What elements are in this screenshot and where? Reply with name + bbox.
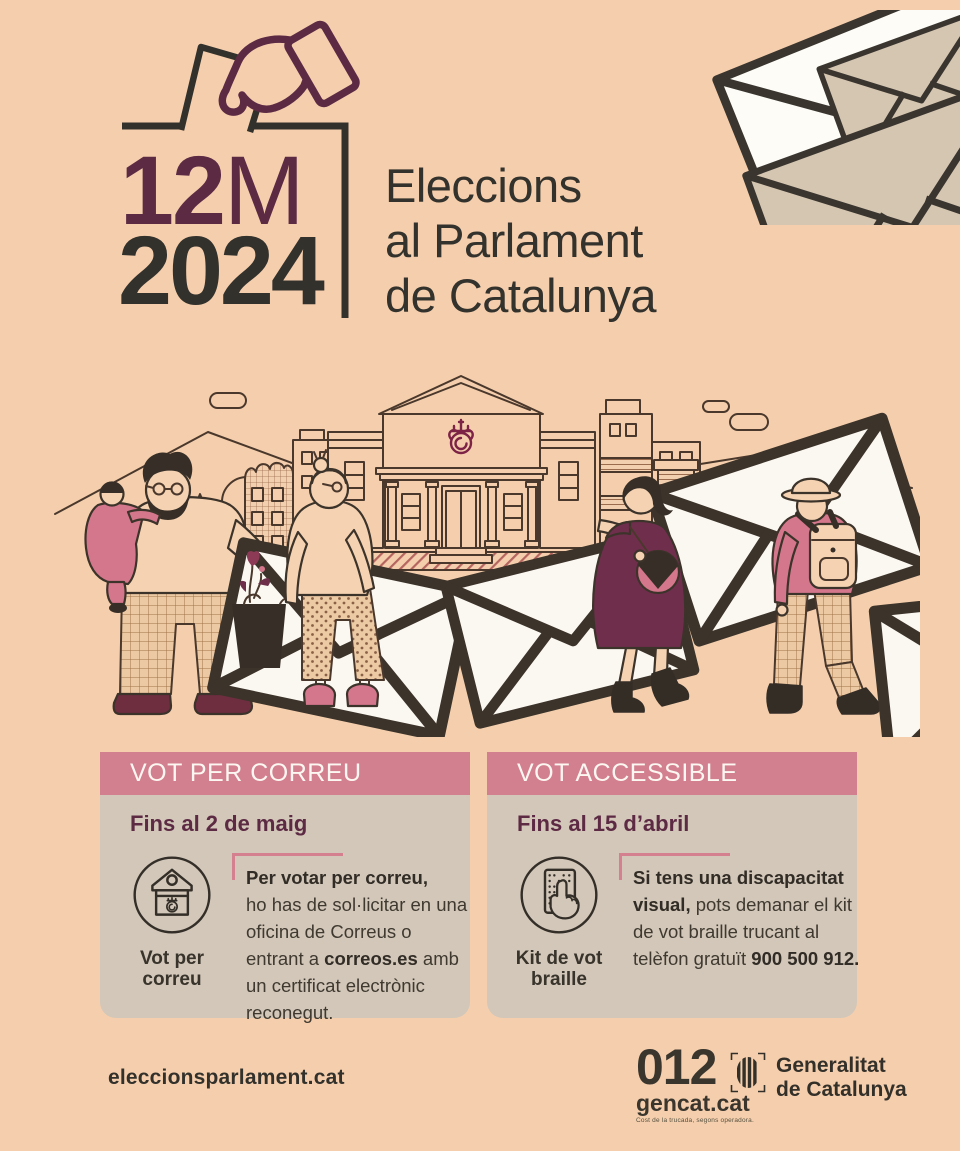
date-suffix: M [223, 136, 305, 245]
body-text: ho has de sol·licitar en una oficina de … [246, 894, 468, 969]
man-hat-backpack [766, 477, 920, 737]
generalitat-senyera-emblem [730, 1052, 766, 1093]
card-text: Si tens una discapacitat visual, pots de… [619, 853, 861, 972]
card-header-label: VOT ACCESSIBLE [517, 759, 738, 787]
generalitat-name: Generalitat de Catalunya [776, 1052, 907, 1102]
card-vote-by-mail: VOT PER CORREU Fins al 2 de maig [100, 752, 470, 1023]
card-header: VOT PER CORREU [100, 752, 470, 795]
correos-emblem [448, 418, 474, 455]
generalitat-logo: Generalitat de Catalunya [730, 1052, 907, 1102]
phone-disclaimer: Cost de la trucada, segons operadora. [636, 1117, 754, 1124]
braille-kit-hand-icon [520, 856, 598, 934]
phone-number: 012 [636, 1039, 717, 1095]
card-accessible-vote: VOT ACCESSIBLE Fins al 15 d’abril [487, 752, 859, 1018]
body-text-bold: correos.es [324, 948, 418, 969]
title-line: al Parlament [385, 214, 643, 267]
title-line: de Catalunya [385, 269, 656, 322]
card-body: Fins al 15 d’abril [487, 795, 859, 1018]
gov-line: Generalitat [776, 1054, 886, 1077]
body-text-bold: Si tens una discapacitat visual, [633, 867, 844, 915]
card-header: VOT ACCESSIBLE [487, 752, 857, 795]
title-line: Eleccions [385, 159, 582, 212]
deadline-text: Fins al 15 d’abril [517, 811, 690, 836]
columns [384, 481, 540, 548]
card-text: Per votar per correu, ho has de sol·licit… [232, 853, 474, 1026]
baby [84, 501, 146, 586]
body-text-bold: 900 500 912. [751, 948, 860, 969]
elderly-woman [232, 449, 695, 725]
backpack [808, 522, 858, 590]
envelope-icon [873, 584, 920, 737]
woman-maroon-dress [592, 417, 920, 713]
card-body: Fins al 2 de maig V [100, 795, 470, 1023]
street-scene-post-office-illustration: .ln{fill:none;stroke:#4a382c;stroke-widt… [54, 375, 920, 737]
icon-label: Kit de vot braille [515, 948, 603, 990]
entrance-steps [429, 554, 493, 564]
vote-by-mail-mailbox-icon [133, 856, 211, 934]
gencat-url: gencat.cat [636, 1090, 750, 1116]
card-header-label: VOT PER CORREU [130, 759, 362, 787]
gov-line: de Catalunya [776, 1078, 907, 1101]
election-year: 2024 [118, 216, 325, 325]
poster-title: Eleccions al Parlament de Catalunya [385, 158, 656, 323]
ballot-box-hand-icon [122, 20, 360, 318]
post-office-building [327, 375, 596, 549]
deadline-text: Fins al 2 de maig [130, 811, 308, 836]
plant [246, 551, 260, 566]
body-text: amb un certificat electrònic reconegut. [246, 948, 459, 1023]
icon-label: Vot per correu [139, 948, 205, 990]
date-day: 12 [120, 136, 226, 245]
tote-bag [232, 604, 286, 668]
phone-012-block: 012 gencat.cat Cost de la trucada, segon… [636, 1042, 754, 1126]
pink-corner-bracket [232, 853, 343, 880]
election-date: 12M [120, 142, 305, 239]
body-text-bold: Per votar per correu, [246, 867, 428, 888]
flying-envelopes-icon [715, 10, 960, 225]
pink-corner-bracket [619, 853, 730, 880]
website-url: eleccionsparlament.cat [108, 1066, 345, 1089]
body-text: pots demanar el kit de vot braille truca… [633, 894, 853, 969]
clouds [209, 392, 769, 431]
